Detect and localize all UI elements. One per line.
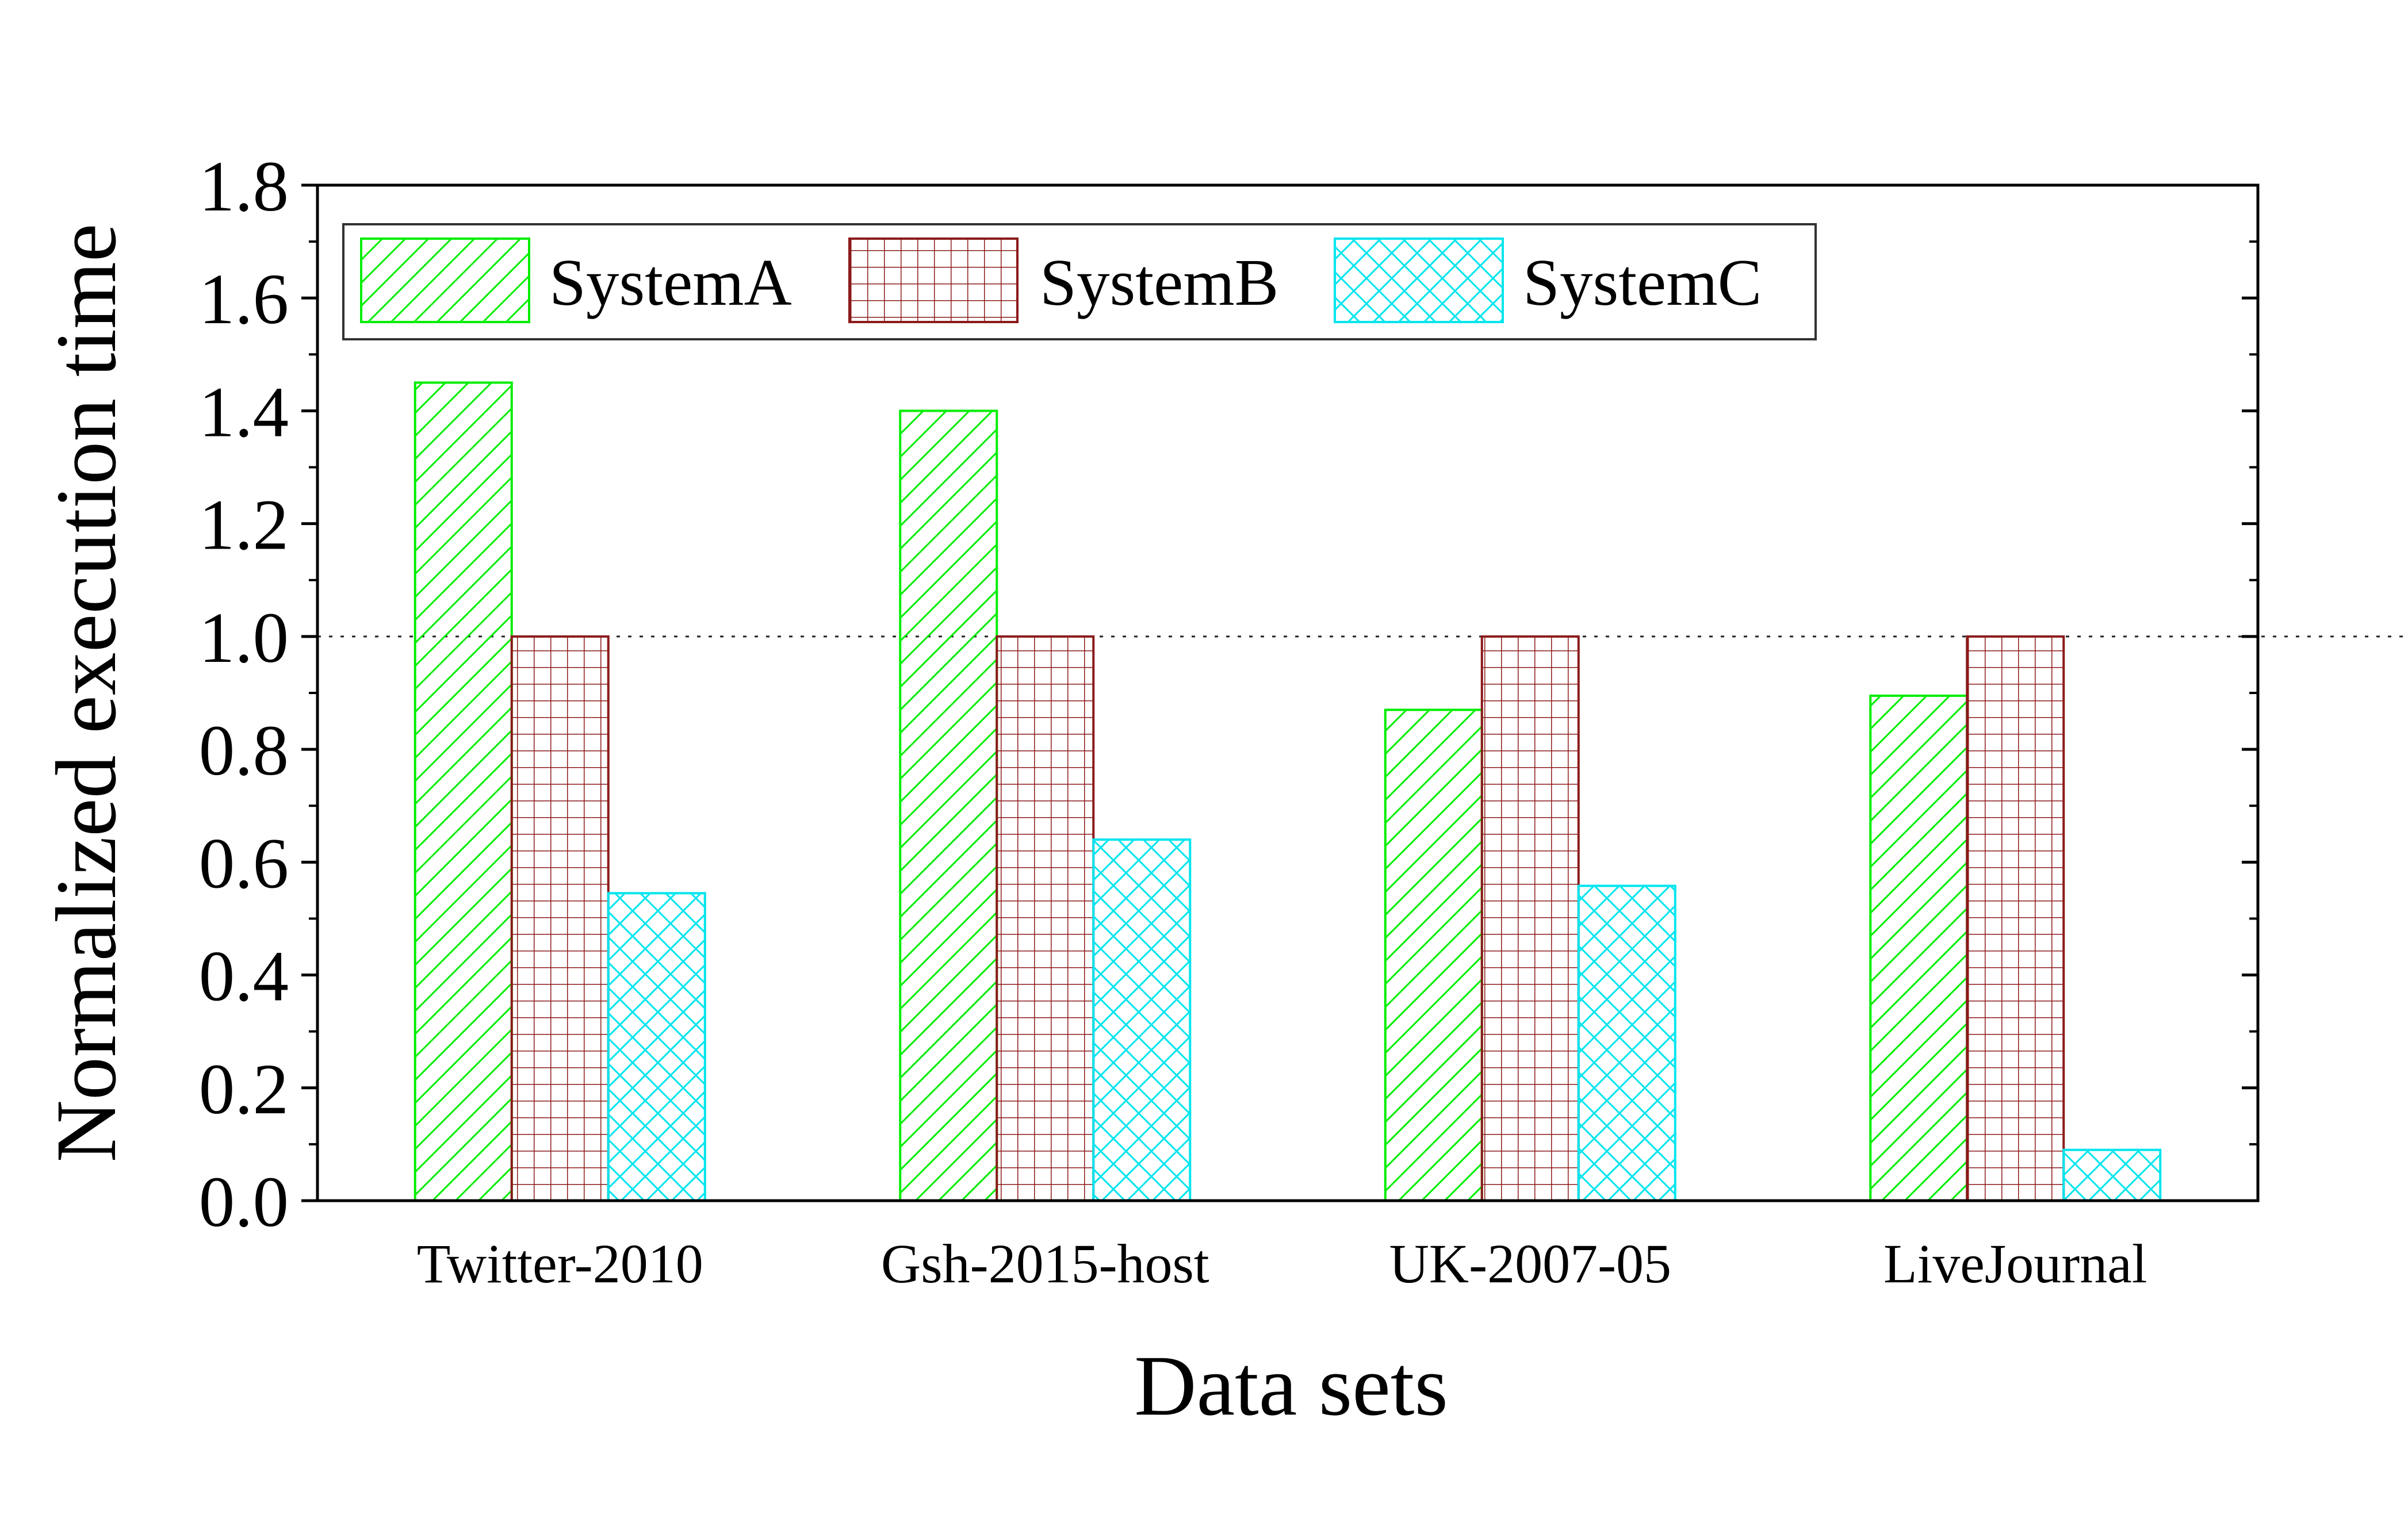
bars-layer [414, 381, 2162, 1202]
bar-SystemA-Gsh-2015-host [899, 409, 998, 1202]
y-axis-title: Normalized execution time [39, 224, 134, 1163]
x-categories-layer: Twitter-2010 Gsh-2015-host UK-2007-05 LiveJ… [417, 1233, 2147, 1294]
legend: SystemA SystemB SystemC [342, 223, 1817, 340]
bar-SystemA-Twitter-2010 [414, 381, 513, 1202]
bar-SystemC-Twitter-2010 [607, 892, 706, 1202]
y-tick-label: 1.0 [199, 599, 289, 678]
y-tick-label: 0.6 [199, 824, 289, 903]
legend-label-SystemB: SystemB [1040, 246, 1278, 319]
legend-label-SystemC: SystemC [1523, 246, 1762, 319]
legend-swatch-SystemA [360, 237, 530, 323]
x-tick-label: Twitter-2010 [417, 1233, 703, 1294]
y-tick-label: 0.0 [199, 1163, 289, 1242]
y-tick-label: 0.8 [199, 711, 289, 791]
bar-SystemB-Gsh-2015-host [996, 635, 1095, 1202]
bar-SystemC-Gsh-2015-host [1092, 838, 1192, 1202]
y-tick-label: 1.8 [199, 147, 289, 227]
bar-SystemB-UK-2007-05 [1480, 635, 1580, 1202]
bar-SystemC-UK-2007-05 [1577, 884, 1676, 1202]
legend-label-SystemA: SystemA [549, 246, 792, 319]
bar-SystemA-UK-2007-05 [1384, 708, 1483, 1202]
bar-SystemA-LiveJournal [1869, 694, 1969, 1202]
y-tick-label: 1.4 [199, 373, 289, 452]
x-tick-label: UK-2007-05 [1389, 1233, 1671, 1294]
legend-swatch-SystemC [1334, 237, 1504, 323]
bar-SystemC-LiveJournal [2062, 1148, 2162, 1202]
x-axis-title: Data sets [1134, 1338, 1448, 1434]
x-tick-label: LiveJournal [1883, 1233, 2147, 1294]
y-tick-label: 0.4 [199, 937, 289, 1017]
x-tick-label: Gsh-2015-host [881, 1233, 1209, 1294]
legend-swatch-SystemB [848, 237, 1019, 323]
y-tick-label: 1.2 [199, 486, 289, 565]
y-ticks-layer: 0.0 0.2 0.4 0.6 0.8 1.0 1.2 1.4 1.6 1.8 [199, 147, 2258, 1242]
y-tick-label: 0.2 [199, 1050, 289, 1129]
bar-SystemB-LiveJournal [1966, 635, 2065, 1202]
legend-box [342, 223, 1817, 340]
y-tick-label: 1.6 [199, 260, 289, 339]
bar-SystemB-Twitter-2010 [510, 635, 610, 1202]
